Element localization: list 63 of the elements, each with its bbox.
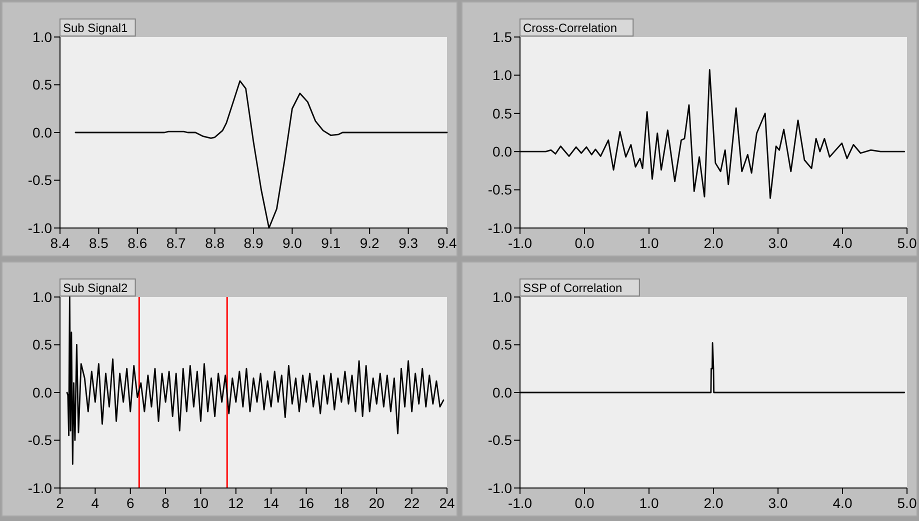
y-tick-label: -1.0 <box>28 220 52 236</box>
y-tick-label: 0.5 <box>492 336 512 353</box>
x-tick-label: 24 <box>439 495 455 511</box>
y-tick-label: 0.0 <box>32 384 52 400</box>
x-tick-label: 1.0 <box>639 495 659 511</box>
y-tick-label: -0.5 <box>488 182 512 198</box>
x-tick-label: 3.0 <box>768 495 788 511</box>
x-tick-label: 2.0 <box>704 235 724 251</box>
x-tick-label: 20 <box>368 495 385 511</box>
x-tick-label: -1.0 <box>508 235 532 251</box>
y-tick-label: 0.0 <box>32 124 52 140</box>
y-tick-label: -1.0 <box>28 480 52 496</box>
x-tick-label: 6 <box>126 495 134 511</box>
x-tick-label: 8 <box>162 495 170 511</box>
x-tick-label: 8.9 <box>244 235 264 251</box>
x-tick-label: 8.6 <box>128 235 148 251</box>
x-tick-label: 10 <box>192 495 209 511</box>
x-tick-label: 1.0 <box>639 235 659 251</box>
x-tick-label: 9.0 <box>282 235 302 251</box>
x-tick-label: 9.1 <box>321 235 341 251</box>
y-tick-label: 1.0 <box>32 288 52 305</box>
x-tick-label: 8.8 <box>205 235 225 251</box>
chart-title: Sub Signal1 <box>63 21 128 35</box>
y-tick-label: 0.5 <box>32 76 52 93</box>
x-tick-label: 0.0 <box>574 495 594 511</box>
x-tick-label: 8.4 <box>50 235 70 251</box>
y-tick-label: -0.5 <box>488 432 512 448</box>
x-tick-label: 2 <box>56 495 64 511</box>
x-tick-label: 9.2 <box>360 235 380 251</box>
x-tick-label: 4.0 <box>832 235 852 251</box>
x-tick-label: 14 <box>263 495 280 511</box>
x-tick-label: -1.0 <box>508 495 532 511</box>
x-tick-label: 4 <box>91 495 100 511</box>
y-tick-label: -0.5 <box>28 432 52 448</box>
y-tick-label: 0.5 <box>492 105 512 122</box>
x-tick-label: 18 <box>334 495 350 511</box>
x-tick-label: 12 <box>228 495 244 511</box>
y-tick-label: -0.5 <box>28 172 52 188</box>
chart-title: SSP of Correlation <box>523 281 622 295</box>
x-tick-label: 9.3 <box>398 235 418 251</box>
y-tick-label: 1.5 <box>492 28 512 45</box>
y-tick-label: 1.0 <box>32 28 52 45</box>
x-tick-label: 0.0 <box>574 235 594 251</box>
y-tick-label: -1.0 <box>488 480 512 496</box>
y-tick-label: -1.0 <box>488 220 512 236</box>
x-tick-label: 5.0 <box>897 495 917 511</box>
x-tick-label: 22 <box>404 495 420 511</box>
y-tick-label: 1.0 <box>492 67 512 84</box>
x-tick-label: 16 <box>298 495 314 511</box>
x-tick-label: 4.0 <box>832 495 852 511</box>
x-tick-label: 8.5 <box>88 235 109 251</box>
chart-title: Cross-Correlation <box>523 21 618 35</box>
x-tick-label: 8.7 <box>166 235 186 251</box>
line-series <box>66 296 444 465</box>
y-tick-label: 0.0 <box>492 384 512 400</box>
x-tick-label: 2.0 <box>704 495 724 511</box>
y-tick-label: 1.0 <box>492 288 512 305</box>
x-tick-label: 9.4 <box>437 235 457 251</box>
y-tick-label: 0.5 <box>32 336 52 353</box>
x-tick-label: 3.0 <box>768 235 788 251</box>
x-tick-label: 5.0 <box>897 235 917 251</box>
chart-title: Sub Signal2 <box>63 281 128 295</box>
y-tick-label: 0.0 <box>492 144 512 160</box>
